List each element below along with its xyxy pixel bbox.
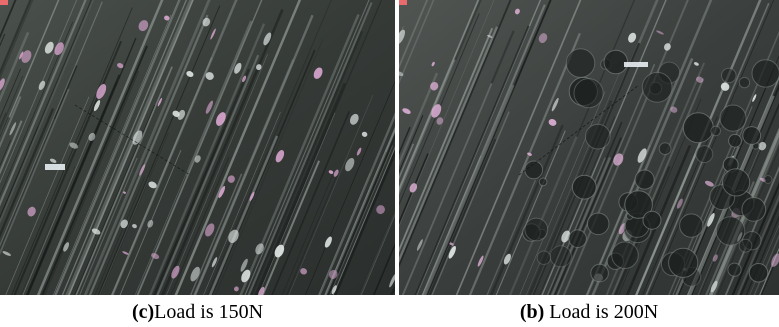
caption-letter-b: b [526, 301, 538, 323]
micrograph-image-b [399, 0, 779, 295]
caption-letter-c: c [138, 301, 148, 323]
corner-marker [0, 0, 8, 5]
micrograph-panel-c [0, 0, 395, 295]
scale-bar-marker [624, 62, 648, 67]
caption-text-b: Load is 200N [544, 301, 659, 323]
caption-text-c: Load is 150N [154, 301, 264, 323]
figure-caption-b: (b) Load is 200N [399, 298, 779, 326]
scale-bar-marker [45, 164, 65, 170]
figure-caption-c: (c)Load is 150N [0, 298, 395, 326]
caption-close-c: ) [147, 301, 155, 323]
caption-open-b: ( [519, 301, 527, 323]
corner-marker [399, 0, 407, 5]
micrograph-panel-b [399, 0, 779, 295]
caption-open-c: ( [131, 301, 139, 323]
micrograph-image-c [0, 0, 395, 295]
caption-close-b: ) [537, 301, 545, 323]
